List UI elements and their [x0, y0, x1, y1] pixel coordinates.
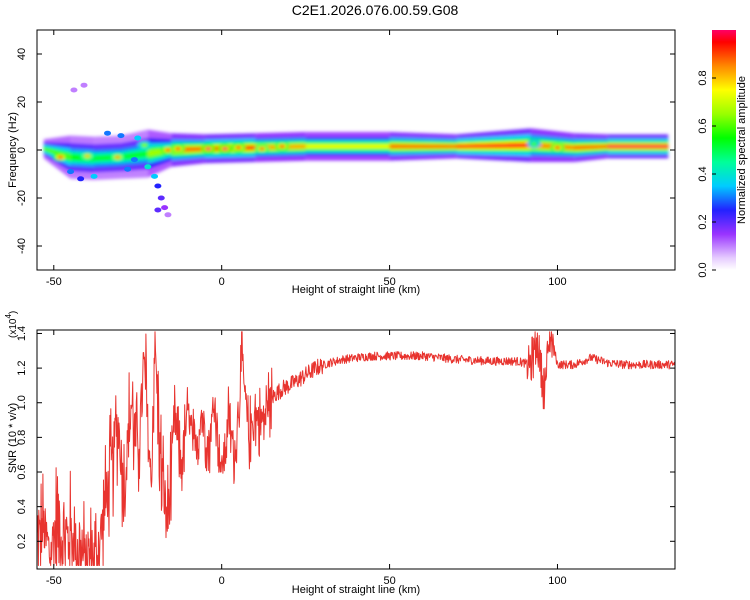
spectrogram-scatter-point: [130, 157, 138, 163]
colorbar-label: Normalized spectral amplitude: [736, 76, 748, 224]
spectrogram-scatter-point: [117, 133, 125, 139]
spectrogram-blob-core: [175, 147, 181, 151]
snr-x-tick-label: 0: [219, 575, 225, 587]
spectrogram-scatter-point: [134, 135, 142, 141]
spectrogram-panel: -50 0 50 100 -40 -20 0 20 40 Height of straight…: [7, 29, 676, 296]
colorbar-gradient: [712, 30, 736, 270]
colorbar-tick-label: 0.4: [697, 166, 709, 181]
spectrogram-scatter-point: [80, 82, 88, 88]
spectrogram-scatter-point: [154, 207, 162, 213]
spectrogram-blob-core: [141, 143, 147, 147]
colorbar-ticks: 0.0 0.2 0.4 0.6 0.8: [697, 70, 716, 278]
spectrogram-scatter-point: [151, 173, 159, 179]
spectrogram-x-tick-label: 100: [548, 276, 566, 288]
spectrogram-y-tick-label: 20: [16, 96, 28, 108]
spectrogram-scatter-point: [144, 164, 152, 170]
snr-series-line: [37, 331, 675, 566]
snr-y-tick-label: 1.0: [16, 395, 28, 410]
snr-x-tick-label: -50: [46, 575, 62, 587]
spectrogram-blob-core: [554, 146, 560, 150]
spectrogram-x-tick-label: 50: [383, 276, 395, 288]
spectrogram-scatter-point: [90, 173, 98, 179]
spectrogram-scatter-point: [70, 87, 78, 93]
spectrogram-scatter-point: [104, 130, 112, 136]
spectrogram-ridge-band: [120, 150, 148, 161]
spectrogram-blob-core: [235, 146, 241, 150]
snr-plot-area: [37, 330, 675, 569]
snr-multiplier-exponent: 4: [4, 314, 13, 319]
spectrogram-scatter-point: [157, 195, 165, 201]
colorbar: 0.0 0.2 0.4 0.6 0.8 Normalized spectral ampl…: [697, 30, 748, 278]
colorbar-tick-label: 0.6: [697, 118, 709, 133]
spectrogram-ridge-band: [574, 144, 608, 150]
snr-y-tick-label: 0.2: [16, 534, 28, 549]
snr-y-ticks: 0.2 0.4 0.6 0.8 1.0 1.2 1.4: [16, 326, 675, 549]
spectrogram-x-tick-label: 0: [219, 276, 225, 288]
snr-x-tick-label: 100: [548, 575, 566, 587]
spectrogram-scatter-point: [154, 183, 162, 189]
spectrogram-y-tick-label: 40: [16, 48, 28, 60]
spectrogram-blob-core: [222, 147, 228, 151]
spectrogram-scatter-point: [164, 212, 172, 218]
spectrogram-blob-core: [205, 147, 211, 151]
spectrogram-blob-core: [84, 154, 90, 158]
spectrogram-y-tick-label: -40: [16, 238, 28, 254]
spectrogram-y-ticks: -40 -20 0 20 40: [16, 48, 675, 254]
spectrogram-x-tick-label: -50: [46, 276, 62, 288]
spectrogram-scatter-point: [124, 166, 132, 172]
spectrogram-blob-core: [279, 144, 285, 148]
spectrogram-blob-core: [58, 155, 64, 159]
snr-x-axis-label: Height of straight line (km): [292, 584, 420, 596]
spectrogram-ridge-band: [607, 144, 669, 149]
spectrogram-ridge-band: [305, 144, 390, 149]
colorbar-tick-label: 0.0: [697, 262, 709, 277]
snr-y-tick-label: 0.8: [16, 430, 28, 445]
snr-x-tick-label: 50: [383, 575, 395, 587]
colorbar-tick-label: 0.8: [697, 70, 709, 85]
snr-y-tick-label: 1.4: [16, 326, 28, 341]
spectrogram-y-tick-label: 0: [16, 147, 28, 153]
figure-title: C2E1.2026.076.00.59.G08: [292, 2, 459, 18]
spectrogram-blob-core: [531, 142, 537, 146]
snr-y-axis-label: SNR (10 * v/v): [7, 403, 19, 473]
spectrogram-blob-core: [165, 148, 171, 152]
spectrogram-ridge-band: [456, 142, 531, 149]
snr-multiplier-base: (x10: [8, 318, 19, 338]
snr-multiplier: (x104): [4, 311, 19, 338]
spectrogram-scatter-point: [161, 205, 169, 211]
colorbar-tick-label: 0.2: [697, 214, 709, 229]
snr-panel: -50 0 50 100 0.2 0.4 0.6 0.8 1.0 1.2 1.4 Height o…: [4, 311, 676, 596]
snr-y-tick-label: 0.6: [16, 464, 28, 479]
spectrogram-ridge-group: [43, 128, 669, 180]
spectrogram-blob-core: [259, 147, 265, 151]
spectrogram-x-axis-label: Height of straight line (km): [292, 284, 420, 296]
spectrogram-scatter-point: [77, 176, 85, 182]
spectrogram-blob-core: [115, 155, 121, 159]
spectrogram-y-axis-label: Frequency (Hz): [7, 112, 19, 188]
spectrogram-heatmap: [43, 82, 669, 218]
snr-y-tick-label: 0.4: [16, 499, 28, 514]
snr-x-ticks: -50 0 50 100: [46, 330, 567, 587]
svg-text:(x104): (x104): [4, 311, 19, 338]
spectrogram-ridge-band: [389, 144, 457, 149]
spectrogram-scatter-point: [67, 169, 75, 175]
snr-frame: [36, 329, 676, 570]
spectrogram-x-ticks: -50 0 50 100: [46, 30, 567, 288]
spectrogram-y-tick-label: -20: [16, 190, 28, 206]
snr-y-tick-label: 1.2: [16, 360, 28, 375]
